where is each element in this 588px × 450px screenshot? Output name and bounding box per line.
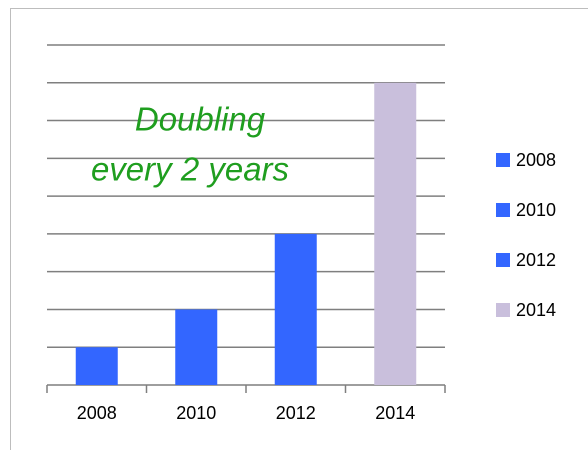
x-tick-label: 2012 bbox=[276, 403, 316, 423]
legend-swatch bbox=[496, 253, 510, 267]
legend-label: 2012 bbox=[516, 250, 556, 270]
legend-swatch bbox=[496, 153, 510, 167]
bar bbox=[75, 347, 118, 385]
legend-label: 2010 bbox=[516, 200, 556, 220]
bar bbox=[175, 309, 218, 385]
x-tick-label: 2010 bbox=[176, 403, 216, 423]
x-tick-label: 2014 bbox=[375, 403, 415, 423]
legend-label: 2008 bbox=[516, 150, 556, 170]
x-tick-label: 2008 bbox=[77, 403, 117, 423]
bars bbox=[75, 82, 417, 386]
bar bbox=[274, 233, 317, 385]
annotation: Doubling bbox=[135, 101, 266, 138]
legend-swatch bbox=[496, 303, 510, 317]
bar bbox=[374, 82, 417, 386]
legend-swatch bbox=[496, 203, 510, 217]
legend-label: 2014 bbox=[516, 300, 556, 320]
annotation: every 2 years bbox=[91, 151, 289, 188]
